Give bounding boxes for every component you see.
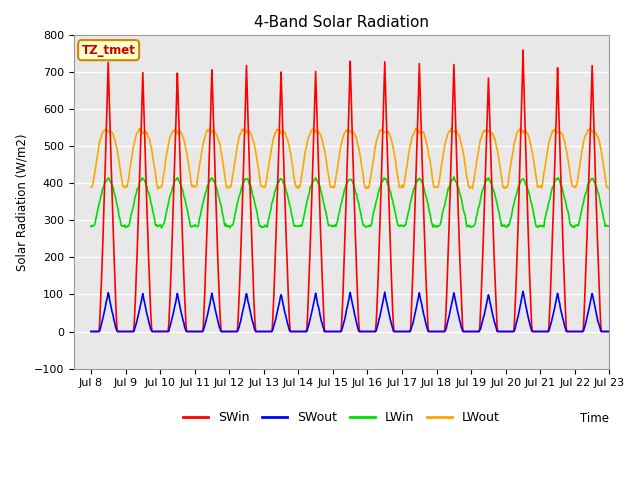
LWout (230, 162, 238, 168)
Line: LWout: LWout (91, 128, 609, 189)
SWin (87, 329, 95, 335)
LWout (87, 184, 95, 190)
Line: SWin: SWin (91, 50, 609, 332)
SWout (150, 329, 157, 335)
SWout (230, 329, 237, 335)
LWout (412, 125, 420, 131)
SWout (202, 317, 210, 323)
LWout (429, 180, 437, 186)
X-axis label: Time: Time (580, 412, 609, 425)
Line: LWin: LWin (91, 177, 609, 228)
SWin (150, 329, 157, 335)
LWout (97, 136, 104, 142)
SWout (413, 304, 420, 310)
Y-axis label: Solar Radiation (W/m2): Solar Radiation (W/m2) (15, 133, 28, 271)
SWout (605, 329, 612, 335)
LWin (450, 174, 458, 180)
LWin (605, 223, 612, 229)
LWin (87, 223, 95, 229)
LWin (150, 212, 157, 217)
SWin (413, 159, 420, 165)
LWin (202, 189, 210, 195)
SWin (97, 306, 104, 312)
LWin (428, 221, 436, 227)
LWout (203, 127, 211, 133)
SWout (97, 326, 104, 332)
SWin (230, 329, 237, 335)
SWin (202, 252, 210, 258)
SWout (87, 329, 95, 335)
LWin (413, 177, 421, 183)
LWout (605, 185, 612, 191)
LWin (230, 215, 238, 221)
Title: 4-Band Solar Radiation: 4-Band Solar Radiation (254, 15, 429, 30)
LWin (226, 225, 234, 231)
LWout (150, 159, 157, 165)
SWin (519, 47, 527, 53)
SWout (428, 329, 435, 335)
Text: TZ_tmet: TZ_tmet (82, 44, 136, 57)
SWin (428, 329, 435, 335)
Line: SWout: SWout (91, 291, 609, 332)
LWout (154, 186, 162, 192)
SWout (519, 288, 527, 294)
SWin (605, 329, 612, 335)
LWin (97, 197, 104, 203)
LWout (414, 127, 422, 132)
Legend: SWin, SWout, LWin, LWout: SWin, SWout, LWin, LWout (179, 406, 505, 429)
